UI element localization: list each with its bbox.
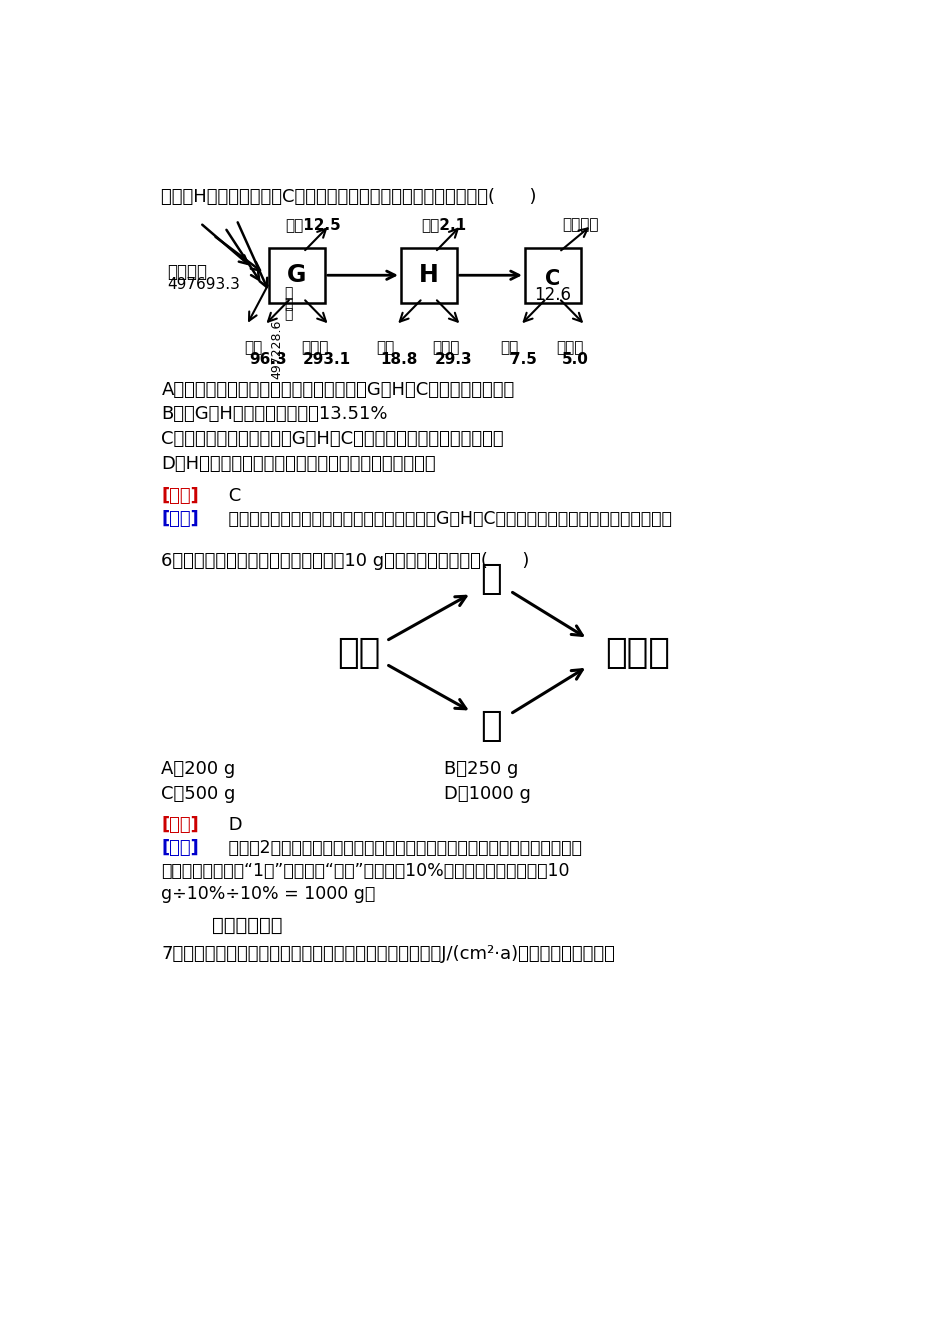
Text: 分解微量: 分解微量 xyxy=(562,216,598,231)
Text: A．与该生态系统稳定性密切相关的是图中G、H和C所形成的营养结构: A．与该生态系统稳定性密切相关的是图中G、H和C所形成的营养结构 xyxy=(162,380,515,399)
Text: 未利用: 未利用 xyxy=(557,340,584,355)
Text: [答案]: [答案] xyxy=(162,816,199,833)
Text: 7．下图是某生态系统的能量流动图解，图中数値的单位为J/(cm²·a)。请回答下列问题。: 7．下图是某生态系统的能量流动图解，图中数値的单位为J/(cm²·a)。请回答下… xyxy=(162,945,616,964)
Text: C．从生态学的观点来看，G、H和C所包含的所有生物构成生物群落: C．从生态学的观点来看，G、H和C所包含的所有生物构成生物群落 xyxy=(162,430,504,448)
Text: [解析]: [解析] xyxy=(162,839,199,857)
Text: 497693.3: 497693.3 xyxy=(167,277,239,292)
Text: D: D xyxy=(223,816,243,833)
Text: 兔: 兔 xyxy=(480,562,502,597)
Text: C: C xyxy=(223,487,241,505)
Text: 未: 未 xyxy=(285,286,293,300)
Text: 鼠: 鼠 xyxy=(480,708,502,743)
Text: 未利用: 未利用 xyxy=(432,340,460,355)
Text: 96.3: 96.3 xyxy=(249,352,287,367)
Text: 呼吸: 呼吸 xyxy=(244,340,262,355)
Text: 18.8: 18.8 xyxy=(381,352,418,367)
Text: 猎头鹰: 猎头鹰 xyxy=(605,636,671,669)
Text: B．250 g: B．250 g xyxy=(445,761,519,778)
Text: 营养级，则可当做“1条”链来看；“最多”提示应按10%的传递效率计算，所以10: 营养级，则可当做“1条”链来看；“最多”提示应按10%的传递效率计算，所以10 xyxy=(162,862,570,880)
Text: 497228.6: 497228.6 xyxy=(271,319,283,379)
Text: [解析]: [解析] xyxy=(162,511,199,528)
Bar xyxy=(269,247,325,302)
Text: 入射光能: 入射光能 xyxy=(167,263,207,281)
Text: C．500 g: C．500 g xyxy=(162,785,236,802)
Text: D．1000 g: D．1000 g xyxy=(445,785,531,802)
Bar xyxy=(524,247,580,302)
Text: 293.1: 293.1 xyxy=(303,352,352,367)
Bar xyxy=(401,247,457,302)
Text: 二、非选择题: 二、非选择题 xyxy=(212,915,282,935)
Text: 5.0: 5.0 xyxy=(562,352,589,367)
Text: 未利用: 未利用 xyxy=(301,340,329,355)
Text: 呼吸: 呼吸 xyxy=(376,340,394,355)
Text: D．H包括多种动物，它们之间的需求相似构成竞争关系: D．H包括多种动物，它们之间的需求相似构成竞争关系 xyxy=(162,454,436,473)
Text: 29.3: 29.3 xyxy=(435,352,472,367)
Text: G: G xyxy=(287,263,307,288)
Text: 分解12.5: 分解12.5 xyxy=(285,216,341,231)
Text: 呼吸: 呼吸 xyxy=(500,340,519,355)
Text: B．由G到H的能量传递效率为13.51%: B．由G到H的能量传递效率为13.51% xyxy=(162,406,388,423)
Text: C: C xyxy=(545,269,560,289)
Text: H: H xyxy=(419,263,439,288)
Text: g÷10%÷10% = 1000 g。: g÷10%÷10% = 1000 g。 xyxy=(162,886,375,903)
Text: 群落是指某一生态系统内所有生物的总和，而G、H、C仅为生产者和消费者，还应有分解者。: 群落是指某一生态系统内所有生物的总和，而G、H、C仅为生产者和消费者，还应有分解… xyxy=(223,511,673,528)
Text: 收: 收 xyxy=(285,308,293,321)
Text: 该题有2条食物链，但因计算的是猎头鹰和植物的关系且兔与鼠共同构成第二: 该题有2条食物链，但因计算的是猎头鹰和植物的关系且兔与鼠共同构成第二 xyxy=(223,839,582,857)
Text: 植物: 植物 xyxy=(337,636,381,669)
Text: 吸: 吸 xyxy=(285,297,293,310)
Text: 7.5: 7.5 xyxy=(510,352,537,367)
Text: 植物，H为植食性动物，C为肉食性动物。以下相关叙述不正确的是(      ): 植物，H为植食性动物，C为肉食性动物。以下相关叙述不正确的是( ) xyxy=(162,188,537,206)
Text: A．200 g: A．200 g xyxy=(162,761,236,778)
Text: 分解2.1: 分解2.1 xyxy=(421,216,466,231)
Text: 6．下图食物网中的猎头鹰体重每增加10 g，最多需要消耗植物(      ): 6．下图食物网中的猎头鹰体重每增加10 g，最多需要消耗植物( ) xyxy=(162,552,530,570)
Text: [答案]: [答案] xyxy=(162,487,199,505)
Text: 12.6: 12.6 xyxy=(534,286,571,304)
